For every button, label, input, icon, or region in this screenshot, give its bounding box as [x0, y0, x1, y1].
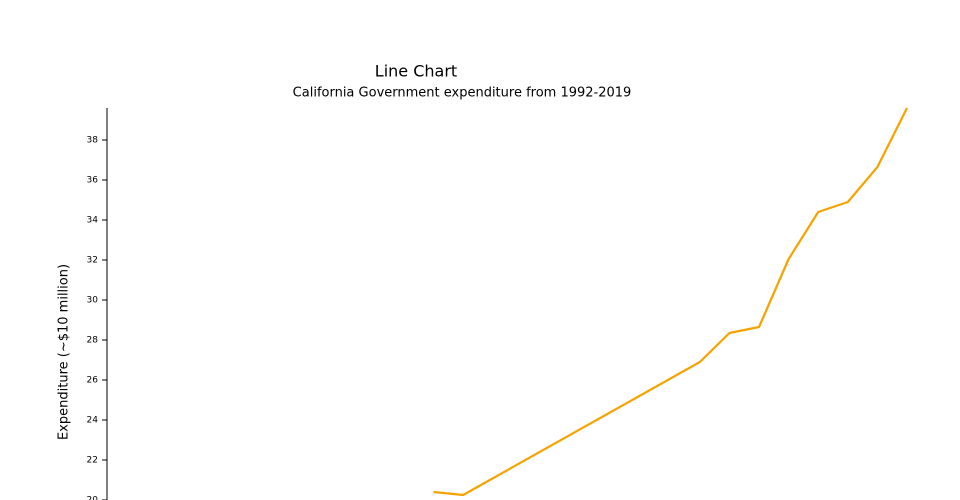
y-tick-label: 34: [87, 216, 99, 226]
y-tick-label: 36: [87, 176, 99, 186]
data-line: [433, 107, 908, 497]
y-tick-label: 38: [87, 136, 99, 146]
y-tick-label: 22: [87, 456, 98, 466]
y-axis-label: Expenditure (~$10 million): [57, 264, 72, 440]
y-tick-label: 30: [87, 296, 99, 306]
y-tick-label: 28: [87, 336, 99, 346]
y-tick-label: 20: [87, 496, 99, 500]
y-tick-label: 32: [87, 256, 98, 266]
chart-subtitle: California Government expenditure from 1…: [293, 86, 632, 101]
y-tick-label: 24: [87, 416, 99, 426]
y-tick-label: 26: [87, 376, 99, 386]
chart-title: Line Chart: [375, 62, 457, 81]
